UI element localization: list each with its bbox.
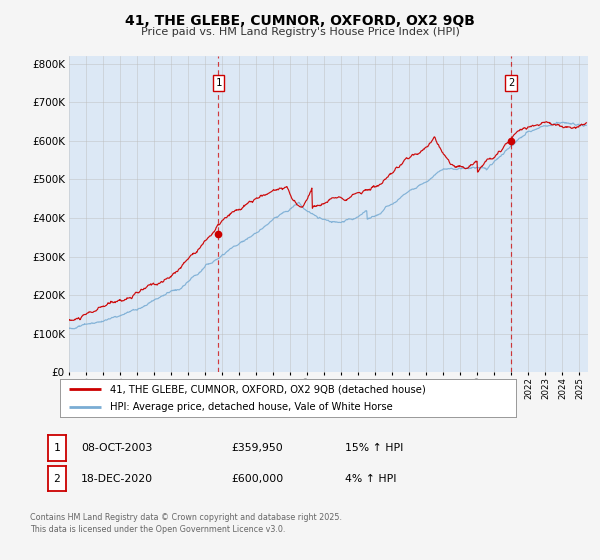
Text: 41, THE GLEBE, CUMNOR, OXFORD, OX2 9QB (detached house): 41, THE GLEBE, CUMNOR, OXFORD, OX2 9QB (… (110, 384, 426, 394)
Text: 08-OCT-2003: 08-OCT-2003 (81, 443, 152, 453)
Text: 15% ↑ HPI: 15% ↑ HPI (345, 443, 403, 453)
Text: £600,000: £600,000 (231, 474, 283, 484)
Text: 41, THE GLEBE, CUMNOR, OXFORD, OX2 9QB: 41, THE GLEBE, CUMNOR, OXFORD, OX2 9QB (125, 14, 475, 28)
Text: 1: 1 (53, 443, 61, 453)
Text: 2: 2 (53, 474, 61, 484)
Text: This data is licensed under the Open Government Licence v3.0.: This data is licensed under the Open Gov… (30, 525, 286, 534)
Text: Price paid vs. HM Land Registry's House Price Index (HPI): Price paid vs. HM Land Registry's House … (140, 27, 460, 37)
Text: HPI: Average price, detached house, Vale of White Horse: HPI: Average price, detached house, Vale… (110, 402, 393, 412)
Text: Contains HM Land Registry data © Crown copyright and database right 2025.: Contains HM Land Registry data © Crown c… (30, 514, 342, 522)
Text: 4% ↑ HPI: 4% ↑ HPI (345, 474, 397, 484)
Text: 1: 1 (215, 78, 221, 88)
Text: £359,950: £359,950 (231, 443, 283, 453)
Text: 2: 2 (508, 78, 514, 88)
Text: 18-DEC-2020: 18-DEC-2020 (81, 474, 153, 484)
